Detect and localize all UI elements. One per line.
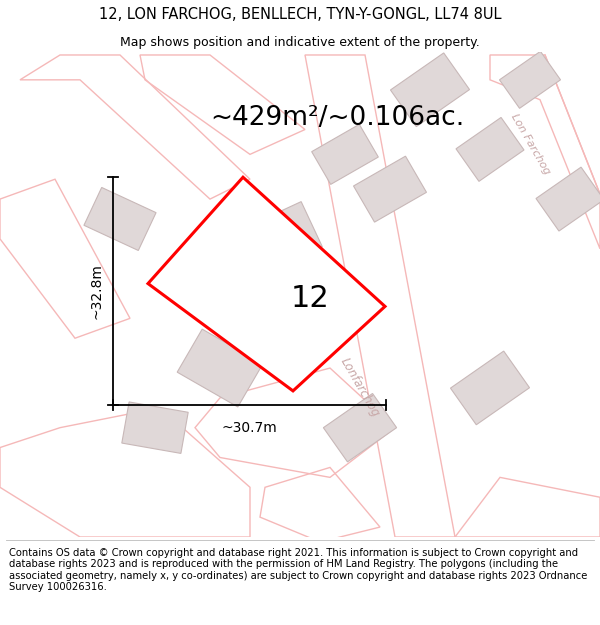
Text: Contains OS data © Crown copyright and database right 2021. This information is : Contains OS data © Crown copyright and d… [9,548,587,592]
Text: 12, LON FARCHOG, BENLLECH, TYN-Y-GONGL, LL74 8UL: 12, LON FARCHOG, BENLLECH, TYN-Y-GONGL, … [99,7,501,22]
Polygon shape [323,394,397,462]
Text: ~32.8m: ~32.8m [90,263,104,319]
Polygon shape [391,53,470,127]
Text: ~429m²/~0.106ac.: ~429m²/~0.106ac. [210,104,464,131]
Polygon shape [353,156,427,222]
Text: Lon Farchog: Lon Farchog [509,112,551,176]
Polygon shape [451,351,530,425]
Polygon shape [238,202,322,276]
Polygon shape [311,124,379,184]
Polygon shape [148,177,385,391]
Polygon shape [84,188,156,251]
Text: 12: 12 [290,284,329,313]
Polygon shape [177,329,263,407]
Text: Lonfarchog: Lonfarchog [338,356,382,420]
Text: Map shows position and indicative extent of the property.: Map shows position and indicative extent… [120,36,480,49]
Polygon shape [536,167,600,231]
Polygon shape [499,51,560,108]
Polygon shape [456,118,524,181]
Text: ~30.7m: ~30.7m [221,421,277,435]
Polygon shape [122,402,188,453]
